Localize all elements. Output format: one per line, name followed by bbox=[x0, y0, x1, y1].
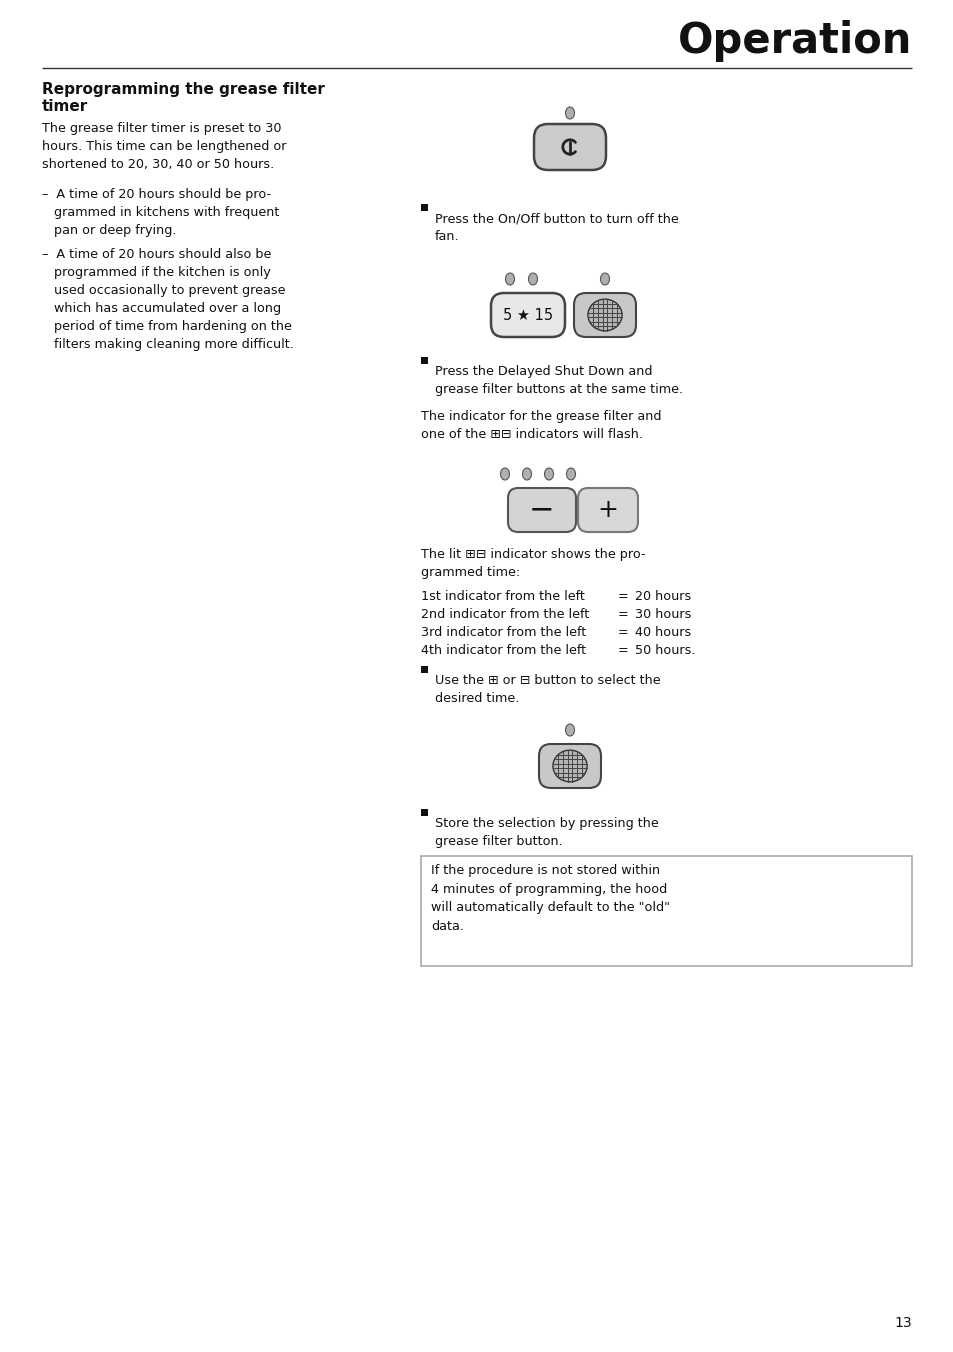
Bar bbox=[420, 667, 428, 673]
Ellipse shape bbox=[565, 725, 574, 735]
Ellipse shape bbox=[544, 468, 553, 480]
Bar bbox=[420, 204, 428, 211]
Text: 30 hours: 30 hours bbox=[635, 608, 691, 621]
Text: 40 hours: 40 hours bbox=[635, 626, 691, 639]
Text: 20 hours: 20 hours bbox=[635, 589, 691, 603]
Text: 1st indicator from the left: 1st indicator from the left bbox=[420, 589, 584, 603]
Text: 5 ★ 15: 5 ★ 15 bbox=[502, 307, 553, 323]
FancyBboxPatch shape bbox=[491, 293, 564, 337]
Text: The indicator for the grease filter and
one of the ⊞⊟ indicators will flash.: The indicator for the grease filter and … bbox=[420, 410, 660, 441]
FancyBboxPatch shape bbox=[507, 488, 576, 531]
Text: The grease filter timer is preset to 30
hours. This time can be lengthened or
sh: The grease filter timer is preset to 30 … bbox=[42, 122, 286, 170]
Text: The lit ⊞⊟ indicator shows the pro-
grammed time:: The lit ⊞⊟ indicator shows the pro- gram… bbox=[420, 548, 645, 579]
Text: Store the selection by pressing the
grease filter button.: Store the selection by pressing the grea… bbox=[435, 817, 659, 848]
Text: timer: timer bbox=[42, 99, 89, 114]
Ellipse shape bbox=[566, 468, 575, 480]
Text: If the procedure is not stored within
4 minutes of programming, the hood
will au: If the procedure is not stored within 4 … bbox=[431, 864, 669, 933]
Bar bbox=[420, 357, 428, 364]
Text: Press the Delayed Shut Down and
grease filter buttons at the same time.: Press the Delayed Shut Down and grease f… bbox=[435, 365, 682, 396]
Text: 2nd indicator from the left: 2nd indicator from the left bbox=[420, 608, 589, 621]
Text: –  A time of 20 hours should be pro-
   grammed in kitchens with frequent
   pan: – A time of 20 hours should be pro- gram… bbox=[42, 188, 279, 237]
Text: Use the ⊞ or ⊟ button to select the
desired time.: Use the ⊞ or ⊟ button to select the desi… bbox=[435, 675, 659, 704]
Ellipse shape bbox=[528, 273, 537, 285]
Ellipse shape bbox=[505, 273, 514, 285]
Text: Operation: Operation bbox=[677, 20, 911, 62]
FancyBboxPatch shape bbox=[534, 124, 605, 170]
Ellipse shape bbox=[522, 468, 531, 480]
Ellipse shape bbox=[500, 468, 509, 480]
Text: =: = bbox=[617, 626, 628, 639]
Ellipse shape bbox=[565, 107, 574, 119]
Text: =: = bbox=[617, 644, 628, 657]
Text: 13: 13 bbox=[893, 1315, 911, 1330]
Text: =: = bbox=[617, 608, 628, 621]
FancyBboxPatch shape bbox=[578, 488, 638, 531]
Ellipse shape bbox=[553, 750, 586, 781]
Ellipse shape bbox=[599, 273, 609, 285]
Text: Reprogramming the grease filter: Reprogramming the grease filter bbox=[42, 82, 325, 97]
Text: –  A time of 20 hours should also be
   programmed if the kitchen is only
   use: – A time of 20 hours should also be prog… bbox=[42, 247, 294, 352]
Bar bbox=[420, 808, 428, 817]
Text: 50 hours.: 50 hours. bbox=[635, 644, 695, 657]
Text: −: − bbox=[529, 495, 554, 525]
Text: =: = bbox=[617, 589, 628, 603]
FancyBboxPatch shape bbox=[574, 293, 636, 337]
Text: Press the On/Off button to turn off the
fan.: Press the On/Off button to turn off the … bbox=[435, 212, 678, 243]
Ellipse shape bbox=[587, 299, 621, 331]
Text: 4th indicator from the left: 4th indicator from the left bbox=[420, 644, 585, 657]
Text: +: + bbox=[597, 498, 618, 522]
Text: 3rd indicator from the left: 3rd indicator from the left bbox=[420, 626, 586, 639]
FancyBboxPatch shape bbox=[420, 856, 911, 965]
FancyBboxPatch shape bbox=[538, 744, 600, 788]
